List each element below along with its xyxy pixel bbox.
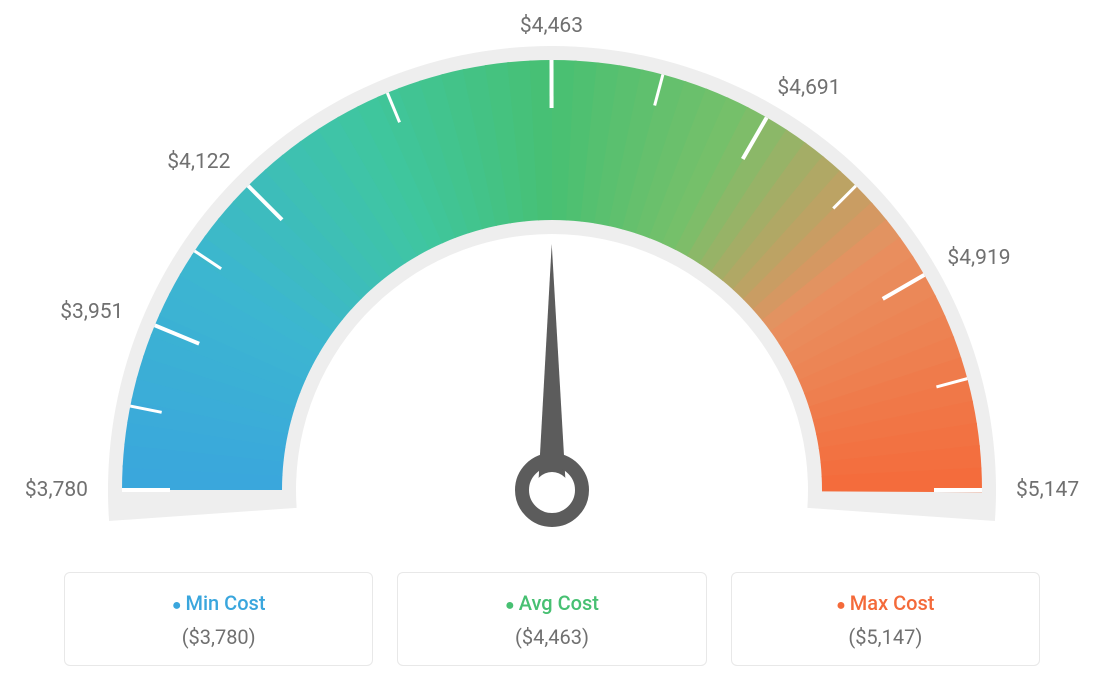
legend-card-max: Max Cost ($5,147) bbox=[731, 572, 1040, 666]
gauge-tick-label: $4,122 bbox=[167, 150, 230, 174]
legend-value-max: ($5,147) bbox=[752, 625, 1019, 649]
legend-title-max: Max Cost bbox=[752, 591, 1019, 615]
gauge-tick-label: $3,780 bbox=[25, 478, 88, 502]
gauge-tick-label: $4,691 bbox=[777, 76, 840, 100]
legend-title-avg: Avg Cost bbox=[418, 591, 685, 615]
legend-card-min: Min Cost ($3,780) bbox=[64, 572, 373, 666]
legend-title-min: Min Cost bbox=[85, 591, 352, 615]
legend-value-avg: ($4,463) bbox=[418, 625, 685, 649]
legend-row: Min Cost ($3,780) Avg Cost ($4,463) Max … bbox=[0, 572, 1104, 666]
cost-gauge-chart: $3,780 $3,951 $4,122 $4,463 $4,691 $4,919 $5,1… bbox=[0, 0, 1104, 560]
gauge-tick-label: $3,951 bbox=[60, 300, 123, 324]
legend-value-min: ($3,780) bbox=[85, 625, 352, 649]
gauge-tick-label: $5,147 bbox=[1016, 478, 1079, 502]
gauge-tick-label: $4,919 bbox=[947, 246, 1010, 270]
gauge-svg bbox=[0, 0, 1104, 560]
gauge-tick-label: $4,463 bbox=[520, 14, 583, 38]
legend-card-avg: Avg Cost ($4,463) bbox=[397, 572, 706, 666]
